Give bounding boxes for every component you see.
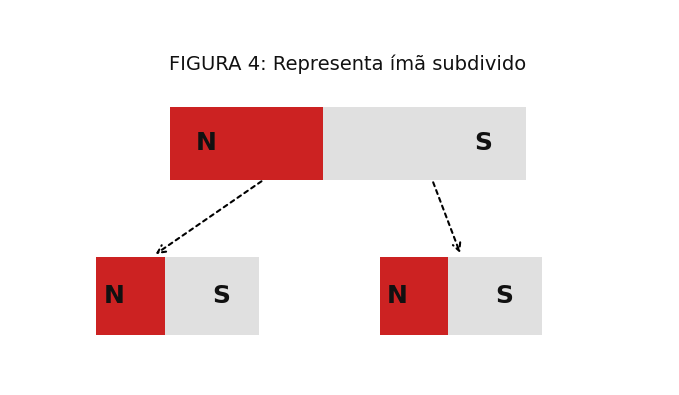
Bar <box>323 107 526 180</box>
Text: N: N <box>196 131 216 155</box>
Text: S: S <box>474 131 492 155</box>
Bar <box>96 257 164 335</box>
Bar <box>380 257 447 335</box>
Text: N: N <box>104 284 125 308</box>
Bar <box>164 257 259 335</box>
Text: FIGURA 4: Representa ímã subdivido: FIGURA 4: Representa ímã subdivido <box>169 55 527 74</box>
Text: S: S <box>496 284 513 308</box>
Text: S: S <box>213 284 230 308</box>
Bar <box>447 257 542 335</box>
Text: N: N <box>387 284 408 308</box>
Bar <box>170 107 323 180</box>
